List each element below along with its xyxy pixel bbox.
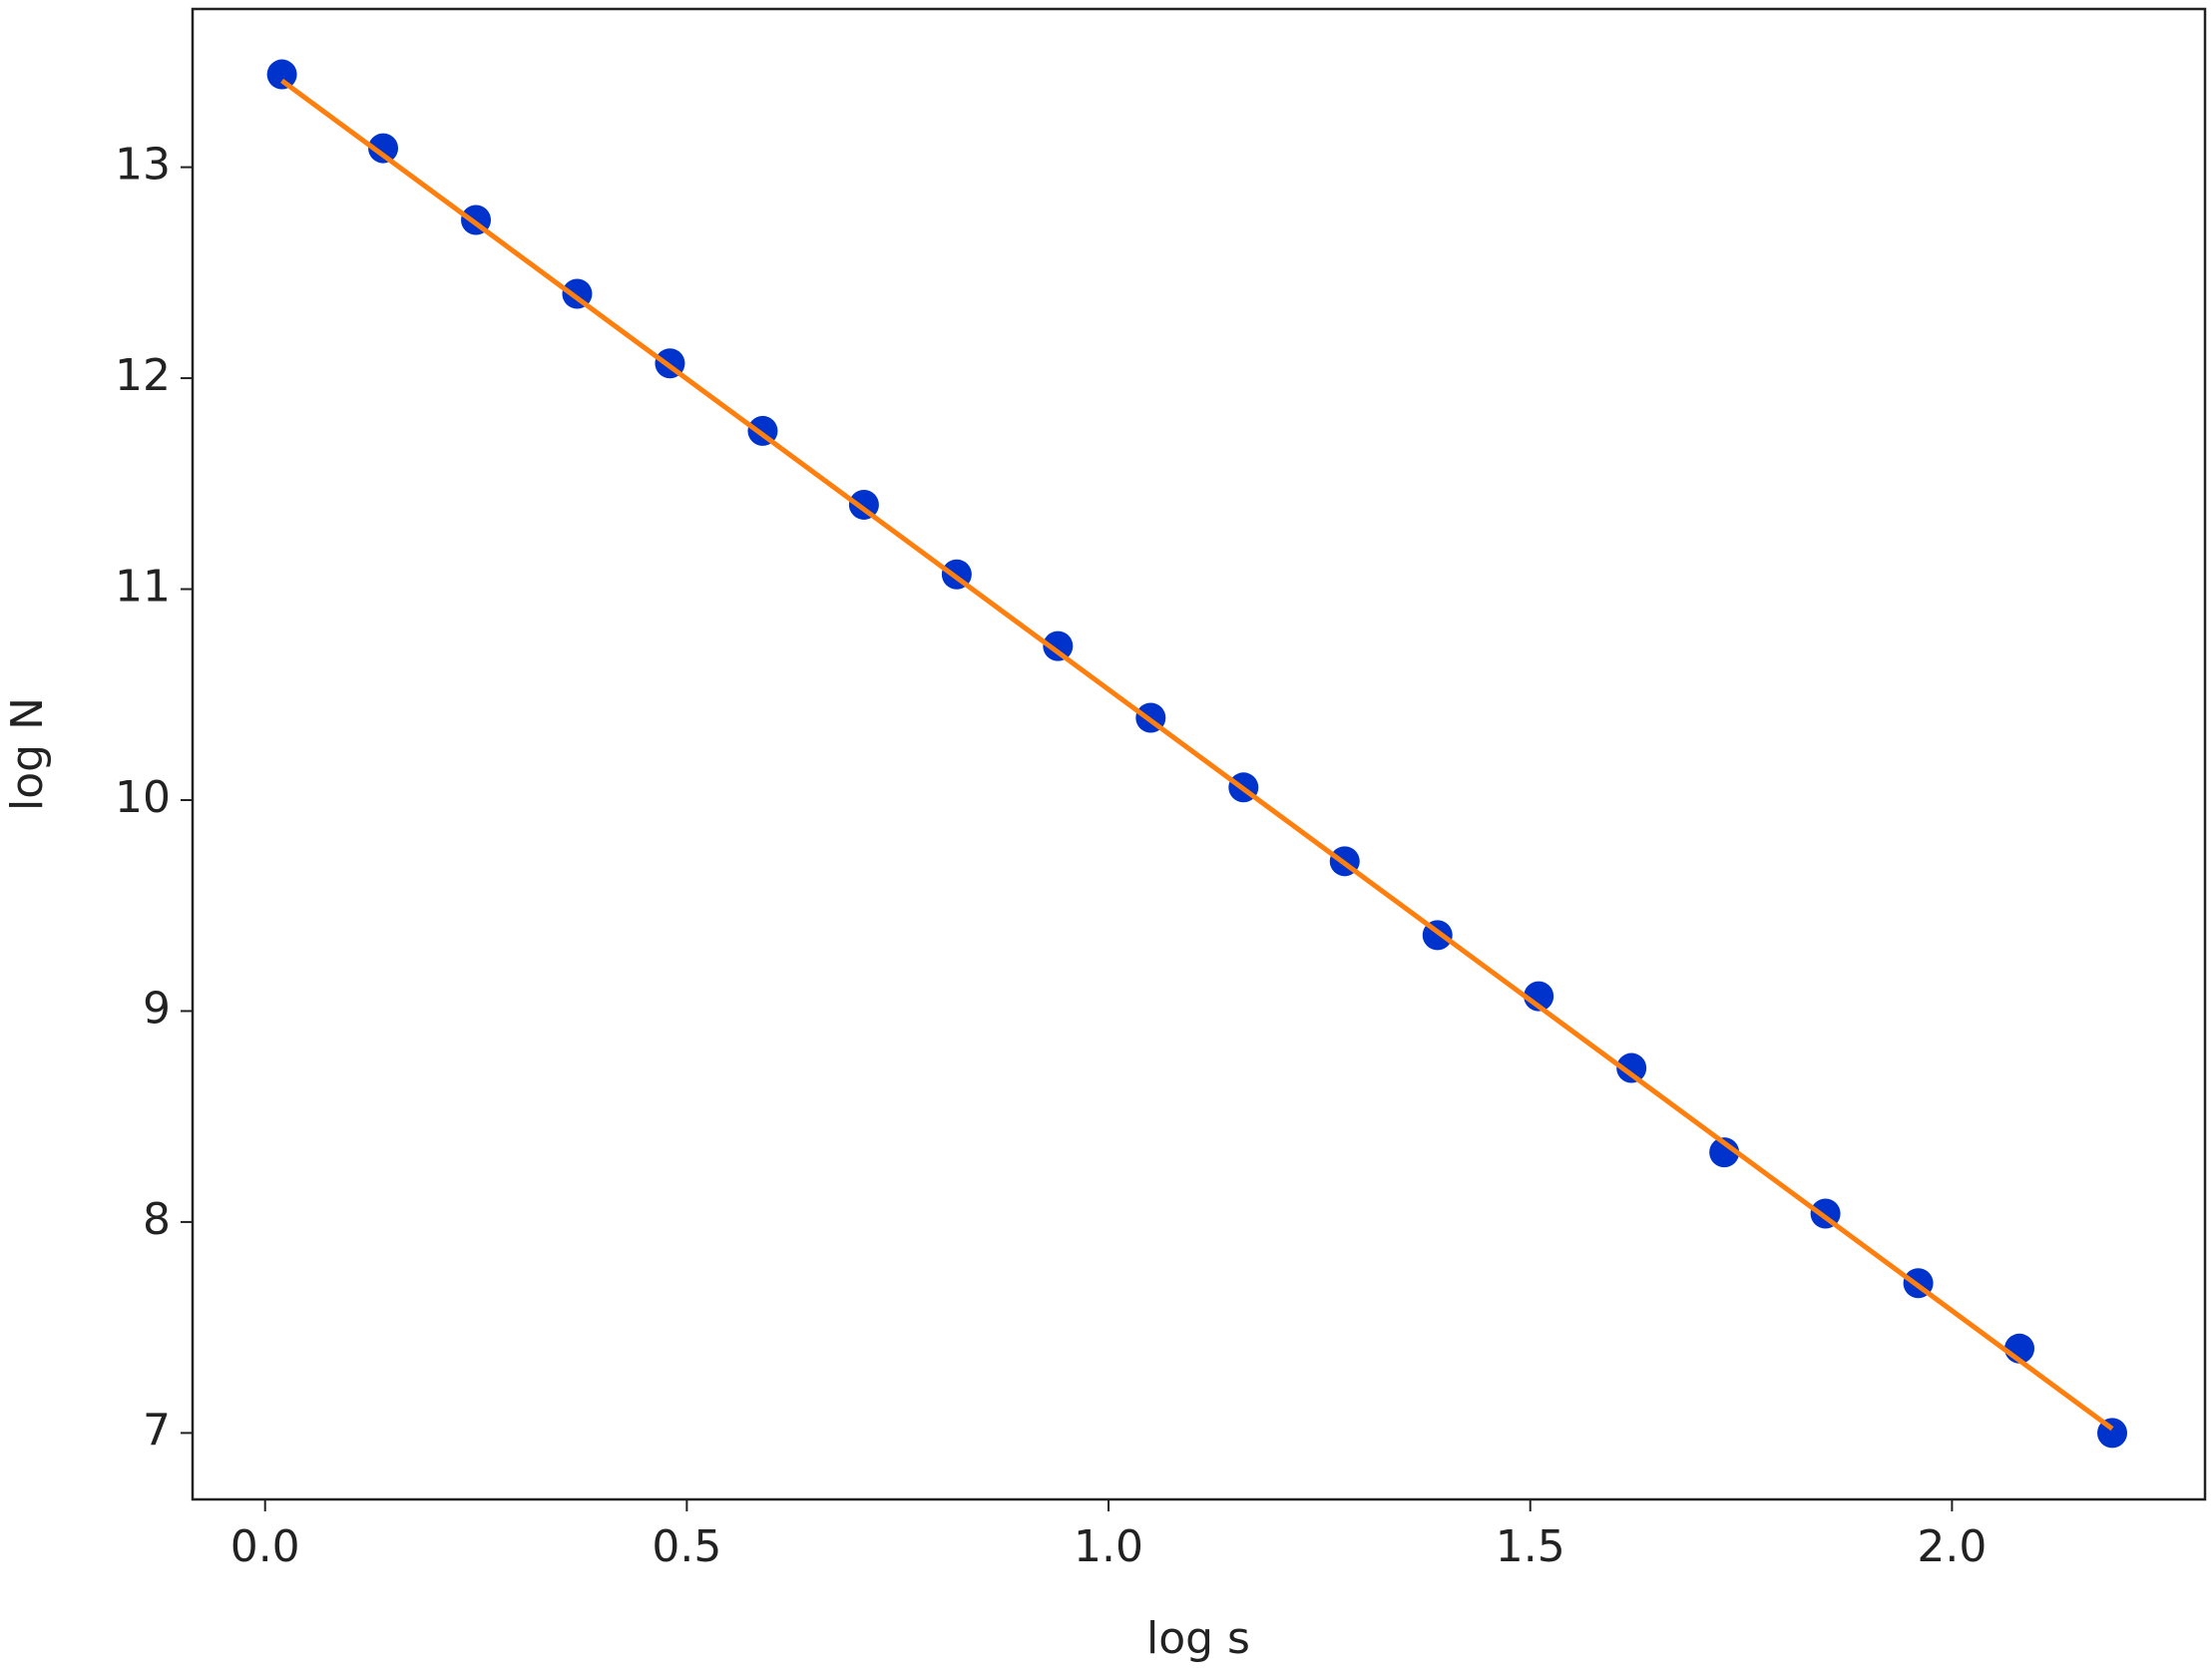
x-tick-label: 0.0 bbox=[230, 1521, 300, 1572]
fit-line bbox=[280, 78, 2114, 1432]
x-tick-label: 0.5 bbox=[652, 1521, 721, 1572]
point bbox=[266, 59, 297, 90]
y-tick-label: 10 bbox=[115, 772, 171, 823]
x-tick-label: 2.0 bbox=[1917, 1521, 1987, 1572]
x-tick-label: 1.5 bbox=[1496, 1521, 1565, 1572]
point bbox=[1709, 1137, 1740, 1168]
y-tick-label: 9 bbox=[143, 983, 171, 1034]
y-tick-label: 11 bbox=[115, 562, 171, 613]
y-axis-label: log N bbox=[2, 697, 53, 811]
point bbox=[1616, 1052, 1647, 1083]
point bbox=[368, 133, 399, 164]
y-tick-label: 7 bbox=[143, 1405, 171, 1456]
point bbox=[1043, 630, 1074, 661]
plot-frame bbox=[191, 7, 2207, 1501]
y-tick-label: 12 bbox=[115, 350, 171, 401]
x-tick-label: 1.0 bbox=[1074, 1521, 1143, 1572]
x-axis-label: log s bbox=[1146, 1613, 1250, 1664]
y-tick-label: 8 bbox=[143, 1194, 171, 1245]
y-tick-label: 13 bbox=[115, 140, 171, 191]
